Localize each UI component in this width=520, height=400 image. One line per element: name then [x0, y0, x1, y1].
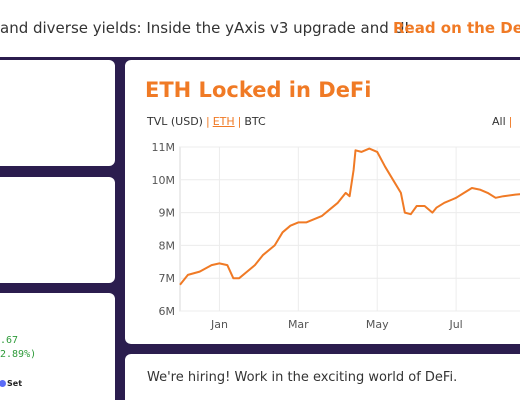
unit-separator: | [237, 115, 242, 128]
announcement-banner: and diverse yields: Inside the yAxis v3 … [0, 0, 520, 57]
range-selector: All | [492, 115, 515, 128]
set-icon [0, 380, 6, 387]
unit-separator: | [205, 115, 210, 128]
y-tick-label: 7M [159, 272, 176, 285]
eth-locked-line-chart: 6M 7M 8M 9M 10M 11M Jan Mar May Jul [152, 141, 520, 331]
price-card: .67 2.89%) Set [0, 293, 115, 400]
unit-btc[interactable]: BTC [244, 115, 266, 128]
x-tick-label: Mar [288, 318, 309, 331]
price-change: 2.89%) [0, 349, 37, 360]
x-tick-label: Jan [210, 318, 228, 331]
range-all[interactable]: All [492, 115, 506, 128]
eth-locked-chart-card: ETH Locked in DeFi TVL (USD) | ETH | BTC All… [125, 60, 520, 344]
plot-frame [179, 146, 520, 312]
banner-headline: and diverse yields: Inside the yAxis v3 … [0, 19, 409, 37]
chart-title: ETH Locked in DeFi [145, 78, 372, 102]
y-tick-label: 8M [159, 239, 176, 252]
price-value: .67 [0, 335, 19, 346]
y-tick-label: 9M [159, 207, 176, 220]
unit-eth[interactable]: ETH [212, 115, 235, 128]
x-tick-label: Jul [448, 318, 462, 331]
y-tick-label: 11M [152, 141, 176, 154]
left-card-top [0, 60, 115, 166]
range-separator: | [508, 115, 513, 128]
left-card-middle [0, 177, 115, 283]
read-on-defi-link[interactable]: Read on the DeFi [393, 19, 520, 37]
hiring-card: We're hiring! Work in the exciting world… [125, 354, 520, 400]
eth-locked-series-line [179, 147, 520, 286]
y-tick-label: 6M [159, 305, 176, 318]
unit-tvl-usd[interactable]: TVL (USD) [147, 115, 203, 128]
x-tick-label: May [366, 318, 389, 331]
y-tick-label: 10M [152, 174, 176, 187]
unit-selector: TVL (USD) | ETH | BTC [147, 115, 266, 128]
set-brand-label: Set [7, 379, 23, 388]
hiring-message[interactable]: We're hiring! Work in the exciting world… [147, 370, 458, 385]
set-logo[interactable]: Set [0, 379, 22, 388]
